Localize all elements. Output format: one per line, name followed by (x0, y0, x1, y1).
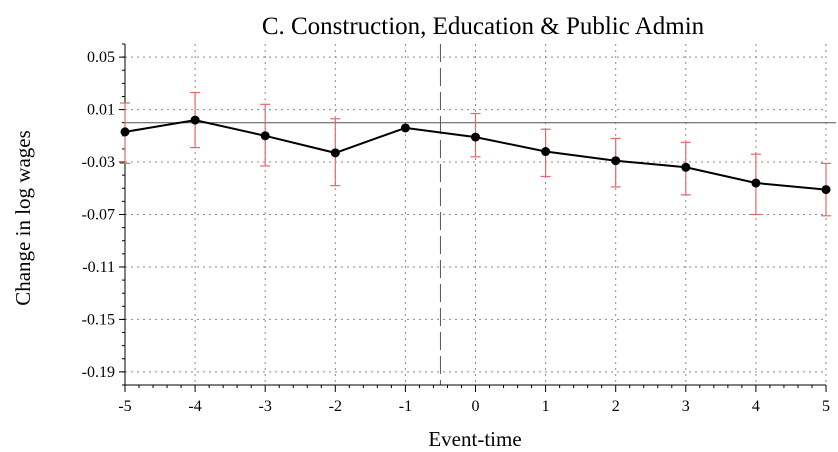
x-tick-label: 4 (752, 398, 760, 415)
x-tick-label: -5 (118, 398, 131, 415)
x-tick-label: -1 (399, 398, 412, 415)
x-axis-label: Event-time (428, 427, 521, 451)
series-layer (120, 115, 831, 195)
y-axis-label: Change in log wages (11, 130, 35, 306)
y-tick-label: -0.03 (82, 154, 115, 171)
chart-title: C. Construction, Education & Public Admi… (262, 13, 705, 40)
data-point (471, 132, 480, 142)
data-point (330, 148, 340, 158)
data-point (821, 185, 831, 195)
y-tick-label: -0.15 (82, 311, 115, 328)
data-point (681, 162, 691, 172)
data-point (541, 147, 551, 157)
x-tick-label: 3 (682, 398, 690, 415)
x-tick-label: 1 (542, 398, 550, 415)
data-point (190, 115, 200, 125)
x-tick-label: -4 (188, 398, 201, 415)
y-tick-label: 0.05 (87, 49, 115, 66)
x-tick-label: 2 (612, 398, 620, 415)
x-tick-label: 5 (822, 398, 830, 415)
x-tick-label: 0 (472, 398, 480, 415)
x-tick-label: -3 (259, 398, 272, 415)
y-tick-label: -0.07 (82, 207, 115, 224)
data-point (400, 123, 410, 133)
y-tick-label: 0.01 (87, 102, 115, 119)
data-point (120, 127, 130, 137)
axes: 0.05 0.01 -0.03 -0.07 -0.11 -0.15 -0.19-5 -4 -3 -… (82, 43, 830, 415)
grid-layer (124, 44, 827, 385)
x-tick-label: -2 (329, 398, 342, 415)
data-point (611, 156, 621, 166)
reference-lines (125, 44, 836, 385)
data-point (751, 178, 761, 188)
y-tick-label: -0.19 (82, 364, 115, 381)
data-point (260, 131, 270, 141)
y-tick-label: -0.11 (82, 259, 115, 276)
